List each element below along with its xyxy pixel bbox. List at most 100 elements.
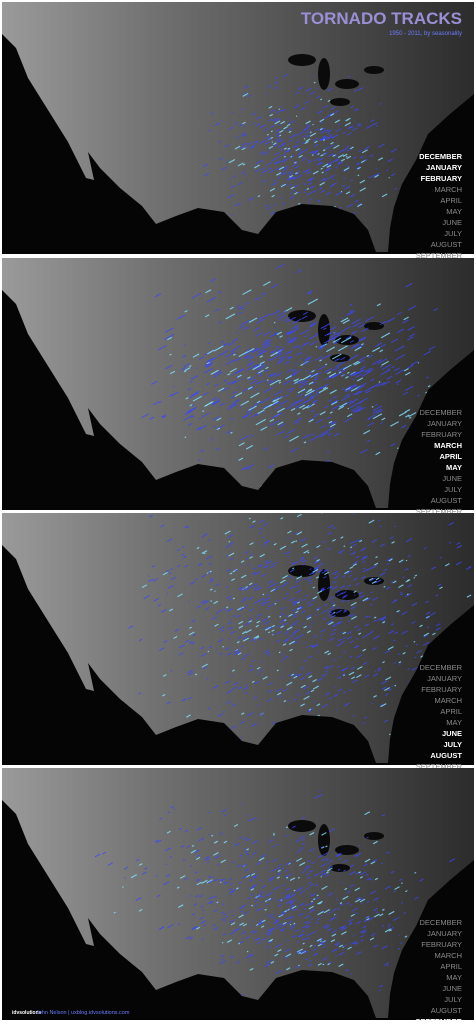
track xyxy=(214,308,221,312)
track xyxy=(176,564,181,568)
track xyxy=(379,525,382,528)
track xyxy=(223,379,228,383)
track xyxy=(277,144,285,149)
track xyxy=(238,586,243,590)
track xyxy=(221,903,225,905)
track xyxy=(304,936,310,940)
track xyxy=(253,641,256,643)
track xyxy=(403,911,406,914)
track xyxy=(358,871,361,874)
track xyxy=(409,333,416,338)
track xyxy=(276,139,283,143)
track xyxy=(309,389,313,392)
track xyxy=(243,353,251,359)
track xyxy=(241,378,244,380)
track xyxy=(263,339,270,343)
track xyxy=(245,302,250,305)
track xyxy=(349,864,355,868)
track xyxy=(182,354,187,358)
track xyxy=(315,559,320,563)
track xyxy=(312,622,315,624)
track xyxy=(306,372,318,380)
track xyxy=(191,913,196,916)
track xyxy=(214,122,220,127)
track xyxy=(225,160,228,162)
track xyxy=(296,382,300,384)
track xyxy=(391,581,395,584)
track xyxy=(225,544,231,549)
track xyxy=(301,816,306,820)
track xyxy=(207,342,211,344)
track xyxy=(308,708,312,711)
track xyxy=(428,346,436,351)
track xyxy=(326,585,332,590)
track xyxy=(128,625,134,629)
track xyxy=(366,124,373,129)
track xyxy=(231,674,234,677)
track xyxy=(261,179,267,183)
track xyxy=(251,883,258,888)
track xyxy=(250,893,254,896)
track xyxy=(231,669,235,672)
track xyxy=(347,311,353,315)
track xyxy=(346,371,350,374)
track xyxy=(312,381,317,385)
track xyxy=(337,907,341,911)
tornado-tracks xyxy=(203,73,397,227)
track xyxy=(329,596,335,600)
track xyxy=(378,989,381,992)
track xyxy=(286,316,296,323)
track xyxy=(288,328,299,335)
track xyxy=(257,895,262,899)
track xyxy=(304,170,308,173)
track xyxy=(385,586,391,590)
track xyxy=(216,427,221,431)
track xyxy=(253,696,258,699)
track xyxy=(320,876,323,878)
track xyxy=(341,326,351,332)
track xyxy=(255,332,263,337)
track xyxy=(375,577,380,581)
track xyxy=(224,342,229,346)
track xyxy=(281,108,286,112)
track xyxy=(351,679,358,684)
track xyxy=(318,200,321,203)
track xyxy=(383,585,386,588)
track xyxy=(250,817,256,821)
track xyxy=(364,858,371,863)
track xyxy=(240,406,243,408)
track xyxy=(372,647,377,651)
track xyxy=(212,425,216,428)
track xyxy=(157,603,162,607)
track xyxy=(185,397,189,400)
track xyxy=(319,137,326,142)
track xyxy=(291,860,294,863)
map-panel: DECEMBERJANUARYFEBRUARYMARCHAPRILMAYJUNE… xyxy=(2,258,474,538)
track xyxy=(205,289,212,294)
track xyxy=(257,350,267,356)
track xyxy=(293,145,296,148)
track xyxy=(349,921,352,924)
track xyxy=(245,955,252,959)
track xyxy=(317,918,320,921)
track xyxy=(226,430,232,434)
track xyxy=(274,353,283,358)
track xyxy=(309,893,316,898)
track xyxy=(169,393,174,397)
track xyxy=(275,137,281,142)
track xyxy=(364,615,369,619)
track xyxy=(259,553,265,558)
month-label-active: JUNE xyxy=(442,729,462,738)
track xyxy=(290,925,293,928)
landmass xyxy=(2,513,474,763)
track xyxy=(314,796,318,799)
track xyxy=(257,369,264,374)
track xyxy=(228,888,232,891)
track xyxy=(298,151,303,155)
track xyxy=(396,447,399,449)
track xyxy=(263,544,267,547)
track xyxy=(284,912,287,915)
track xyxy=(250,885,256,890)
track xyxy=(312,149,319,154)
